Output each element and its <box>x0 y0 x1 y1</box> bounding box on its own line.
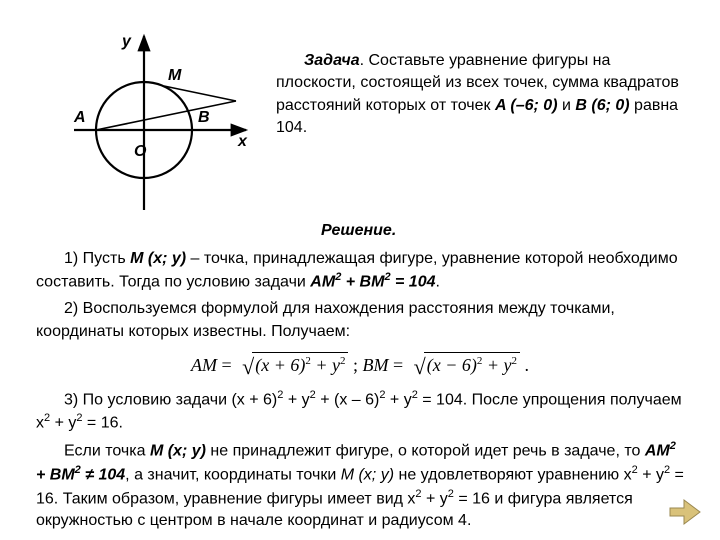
s1-dot: . <box>436 274 440 291</box>
s4-mid1: не принадлежит фигуре, о которой идет ре… <box>206 442 645 459</box>
step-1: 1) Пусть M (x; y) – точка, принадлежащая… <box>36 248 684 294</box>
s3f: + y <box>50 415 76 432</box>
f-BM: BM <box>363 355 389 375</box>
s4-mid3d: + y <box>422 490 448 507</box>
f-s4: 2 <box>512 355 518 367</box>
sqrt-2: (x − 6)2 + y2 <box>408 349 520 380</box>
page: y x M A B O Задача. Составьте уравнение … <box>0 0 720 540</box>
s4-M: M <box>150 442 163 459</box>
s4-Mxy: (x; y) <box>163 442 206 459</box>
chord-AM <box>96 101 236 130</box>
pt-A: A <box>495 97 506 114</box>
f-eq2: = <box>389 355 408 375</box>
label-M: M <box>168 67 182 84</box>
f-e1b: + y <box>311 355 340 375</box>
s1-pre: 1) Пусть <box>64 250 130 267</box>
label-y: y <box>121 33 132 50</box>
f-AM: AM <box>191 355 217 375</box>
pt-B: B <box>575 97 587 114</box>
diagram: y x M A B O <box>36 28 256 218</box>
pt-A-coords: (–6; 0) <box>506 97 558 114</box>
s4-ne: ≠ 104 <box>81 466 125 483</box>
s4-mid2: , а значит, координаты точки <box>125 466 341 483</box>
s3d: + y <box>385 391 411 408</box>
s1-M: M <box>130 250 143 267</box>
s1-AM: AM <box>310 274 335 291</box>
s4-M2: M <box>341 466 354 483</box>
f-s2: 2 <box>340 355 346 367</box>
nav-next-button[interactable] <box>666 496 702 528</box>
f-e2b: + y <box>482 355 511 375</box>
s1-Mxy: (x; y) <box>143 250 186 267</box>
label-O: O <box>134 143 147 160</box>
f-e1a: (x + 6) <box>255 355 305 375</box>
s3c: + (x – 6) <box>316 391 380 408</box>
s4-Mxy2: (x; y) <box>354 466 394 483</box>
s4-mid3b: + y <box>638 466 664 483</box>
s1-BM: BM <box>360 274 385 291</box>
problem-and: и <box>558 97 576 114</box>
arrow-right-icon <box>666 496 702 528</box>
s4-mid3: не удовлетворяют уравнению x <box>394 466 632 483</box>
diagram-svg: y x M A B O <box>36 28 256 218</box>
problem-lead: Задача <box>304 52 360 69</box>
distance-formula: AM = (x + 6)2 + y2 ; BM = (x − 6)2 + y2 … <box>36 349 684 380</box>
solution-label: Решение. <box>321 222 684 240</box>
s1-eq2: = 104 <box>391 274 436 291</box>
label-A: A <box>73 109 86 126</box>
s1-plus: + <box>341 274 359 291</box>
s4-pre: Если точка <box>64 442 150 459</box>
label-B: B <box>198 109 210 126</box>
s4-plus: + BM <box>36 466 75 483</box>
top-section: y x M A B O Задача. Составьте уравнение … <box>36 28 684 218</box>
step-2: 2) Воспользуемся формулой для нахождения… <box>36 298 684 343</box>
sqrt-1: (x + 6)2 + y2 <box>236 349 348 380</box>
s4-AM: AM <box>645 442 670 459</box>
solution-body: 1) Пусть M (x; y) – точка, принадлежащая… <box>36 248 684 533</box>
s3a: 3) По условию задачи (x + 6) <box>64 391 277 408</box>
f-e2a: (x − 6) <box>427 355 477 375</box>
f-dot: . <box>520 355 529 375</box>
step-3: 3) По условию задачи (x + 6)2 + y2 + (x … <box>36 388 684 435</box>
label-x: x <box>237 133 248 150</box>
f-eq1: = <box>217 355 236 375</box>
s3g: = 16. <box>82 415 122 432</box>
f-semi: ; <box>348 355 362 375</box>
s3b: + y <box>283 391 309 408</box>
s4-s1: 2 <box>670 440 676 452</box>
step-4: Если точка M (x; y) не принадлежит фигур… <box>36 439 684 533</box>
pt-B-coords: (6; 0) <box>587 97 630 114</box>
problem-statement: Задача. Составьте уравнение фигуры на пл… <box>276 28 684 156</box>
